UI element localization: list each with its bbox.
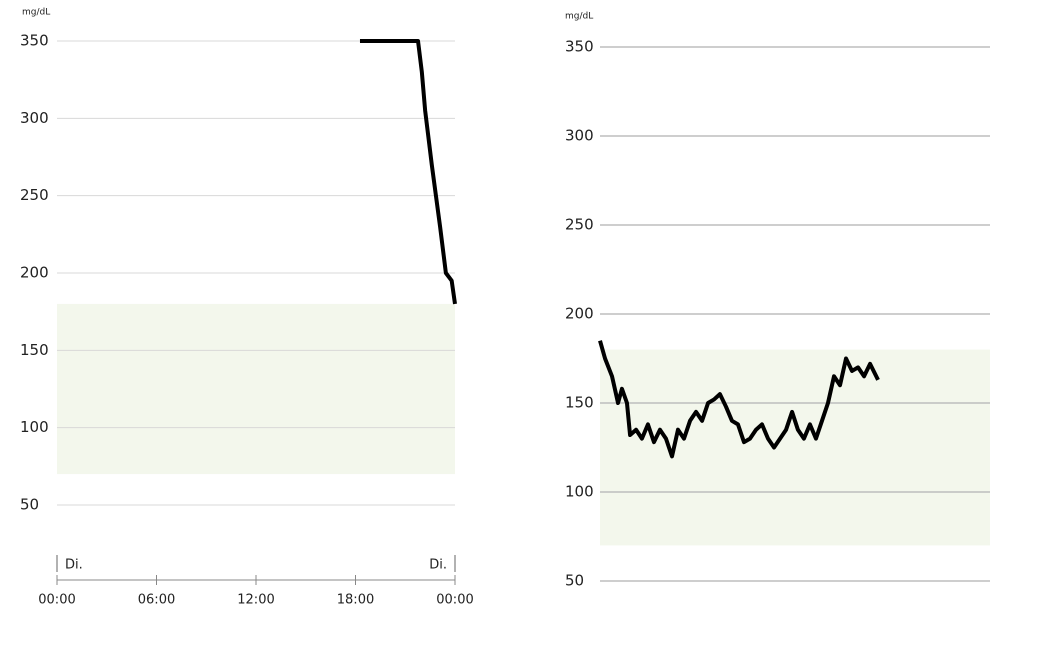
x-tick-label: 12:00 xyxy=(237,593,274,608)
glucose-line xyxy=(598,340,880,459)
y-tick-label: 250 xyxy=(20,186,49,204)
day-label: Di. xyxy=(429,558,447,573)
target-range xyxy=(57,303,455,475)
unit-label: mg/dL xyxy=(565,12,593,22)
y-tick-label: 150 xyxy=(20,341,49,359)
unit-label: mg/dL xyxy=(22,8,50,18)
y-tick-label: 50 xyxy=(20,496,39,514)
y-tick-label: 350 xyxy=(565,38,594,56)
y-tick-label: 50 xyxy=(565,572,584,590)
y-tick-label: 250 xyxy=(565,216,594,234)
x-tick-label: 06:00 xyxy=(138,593,175,608)
y-tick-label: 350 xyxy=(20,32,49,50)
x-tick-label: 00:00 xyxy=(38,593,75,608)
day-label: Di. xyxy=(65,558,83,573)
x-tick-label: 18:00 xyxy=(337,593,374,608)
y-tick-label: 200 xyxy=(565,305,594,323)
y-tick-label: 300 xyxy=(20,109,49,127)
y-tick-label: 200 xyxy=(20,264,49,282)
y-tick-label: 100 xyxy=(565,483,594,501)
target-range xyxy=(600,349,990,546)
y-tick-label: 300 xyxy=(565,127,594,145)
x-tick-label: 00:00 xyxy=(436,593,473,608)
y-tick-label: 100 xyxy=(20,418,49,436)
y-tick-label: 150 xyxy=(565,394,594,412)
glucose-line xyxy=(359,39,457,305)
